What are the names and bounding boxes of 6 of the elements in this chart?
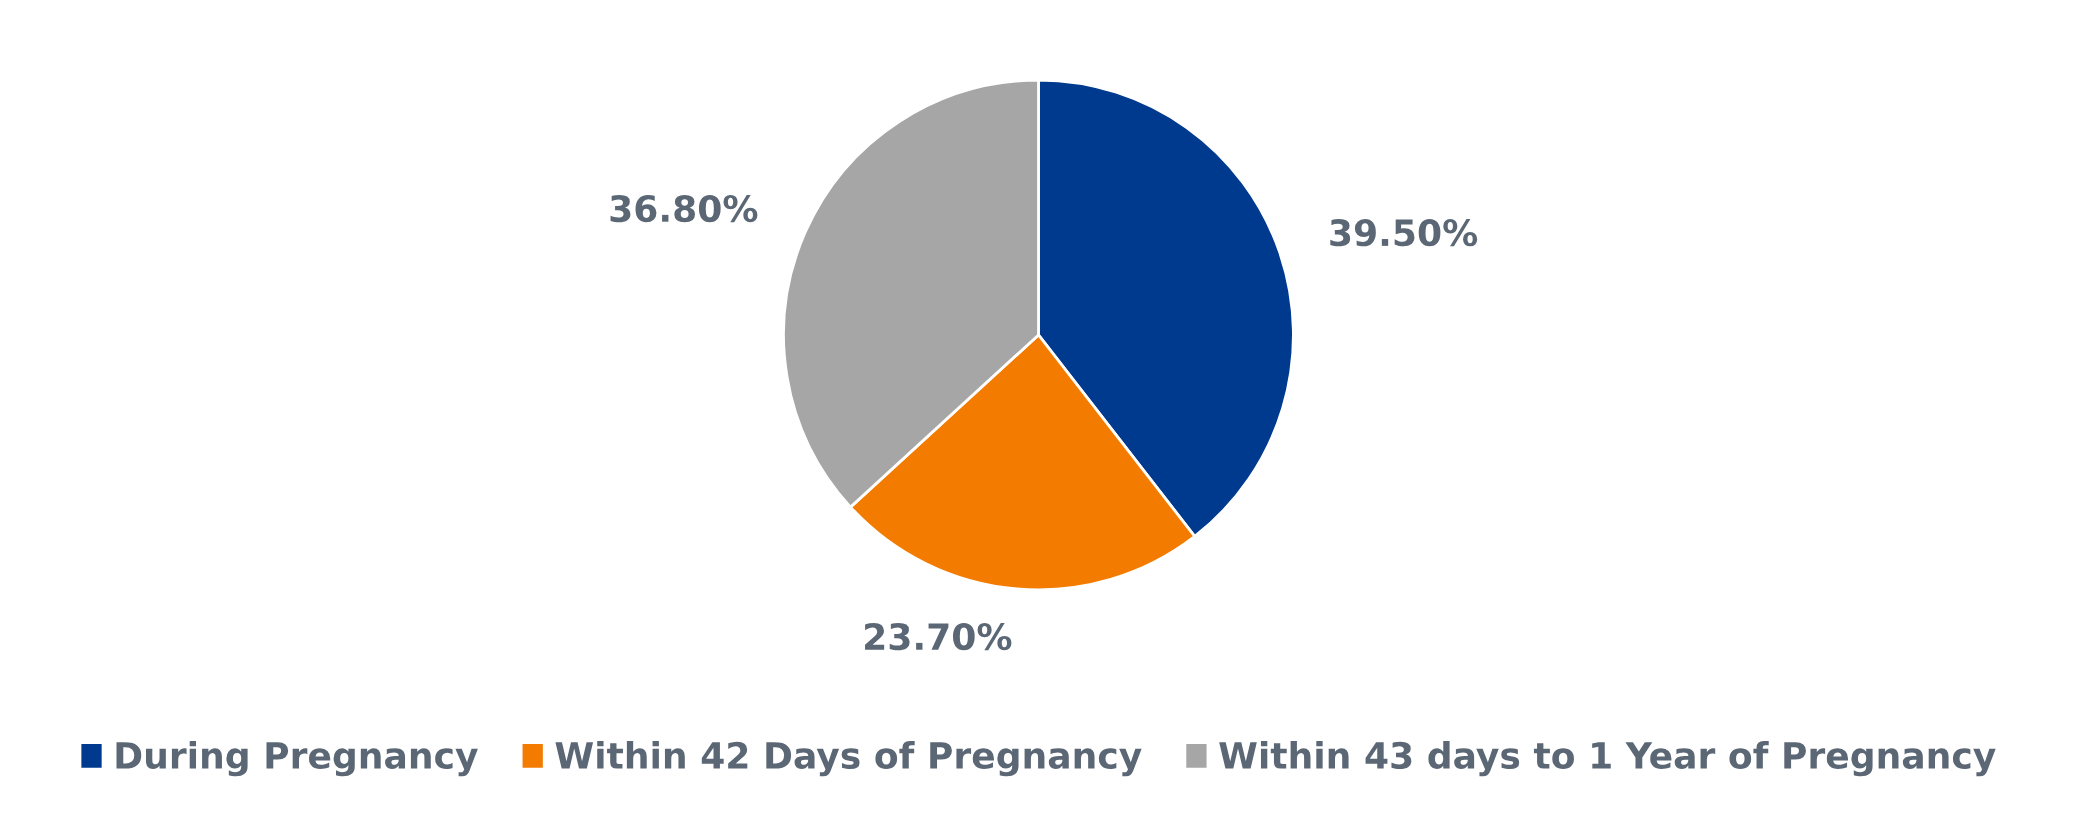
data-label: 36.80% — [610, 194, 758, 223]
legend-label: Within 43 days to 1 Year of Pregnancy — [1219, 741, 1996, 777]
data-label: 39.50% — [1330, 219, 1478, 247]
data-label: 23.70% — [865, 622, 1012, 651]
legend-label: During Pregnancy — [116, 741, 478, 777]
legend-label: Within 42 Days of Pregnancy — [555, 741, 1142, 777]
